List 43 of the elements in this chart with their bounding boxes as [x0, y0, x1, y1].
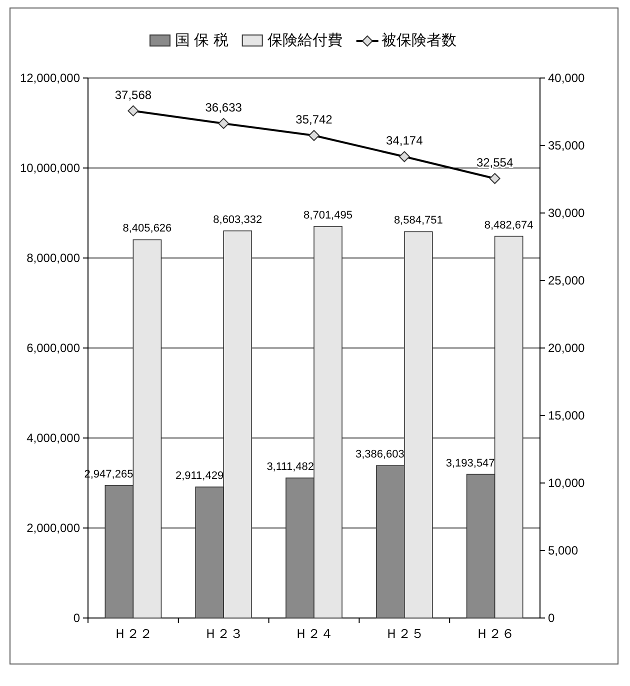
y-tick-label: 12,000,000 — [20, 71, 80, 85]
y-tick-label: 0 — [73, 611, 80, 625]
bar — [223, 230, 252, 618]
y2-tick-label: 15,000 — [548, 408, 586, 422]
bar — [314, 226, 342, 618]
legend-label: 国 保 税 — [175, 32, 228, 49]
y2-tick-label: 40,000 — [548, 71, 586, 85]
y2-tick-label: 5,000 — [548, 544, 578, 558]
y2-tick-label: 30,000 — [548, 206, 586, 220]
data-label: 32,554 — [476, 156, 514, 170]
data-label: 35,742 — [296, 112, 333, 126]
y-tick-label: 10,000,000 — [20, 161, 80, 175]
y-tick-label: 6,000,000 — [26, 341, 80, 355]
y2-tick-label: 35,000 — [548, 138, 586, 152]
x-tick-label: Ｈ２３ — [204, 626, 244, 641]
data-label: 3,193,547 — [446, 457, 495, 470]
data-label: 3,386,603 — [355, 448, 404, 461]
y-tick-label: 2,000,000 — [26, 521, 80, 535]
x-tick-label: Ｈ２４ — [294, 626, 334, 641]
data-label: 37,568 — [114, 88, 152, 102]
bar — [494, 236, 524, 618]
data-label: 8,482,674 — [484, 219, 534, 232]
data-label: 8,584,751 — [394, 214, 443, 227]
x-tick-label: Ｈ２６ — [475, 626, 514, 641]
bar — [132, 239, 162, 618]
y2-tick-label: 25,000 — [548, 274, 586, 288]
x-tick-label: Ｈ２５ — [384, 626, 424, 641]
data-label: 3,111,482 — [266, 460, 314, 473]
y-tick-label: 8,000,000 — [26, 251, 80, 265]
y2-tick-label: 0 — [548, 611, 555, 625]
y2-tick-label: 10,000 — [548, 476, 586, 490]
data-label: 36,633 — [205, 100, 242, 114]
data-label: 8,701,495 — [304, 209, 352, 222]
data-label: 8,603,332 — [213, 214, 262, 226]
x-tick-label: Ｈ２２ — [114, 626, 153, 641]
data-label: 2,911,429 — [175, 470, 224, 482]
y2-tick-label: 20,000 — [548, 341, 586, 355]
data-label: 8,405,626 — [122, 222, 172, 235]
bar — [404, 231, 433, 618]
legend-label: 保険給付費 — [267, 32, 342, 49]
legend-label: 被保険者数 — [381, 32, 456, 49]
y-tick-label: 4,000,000 — [26, 431, 80, 445]
data-label: 34,174 — [386, 134, 424, 148]
